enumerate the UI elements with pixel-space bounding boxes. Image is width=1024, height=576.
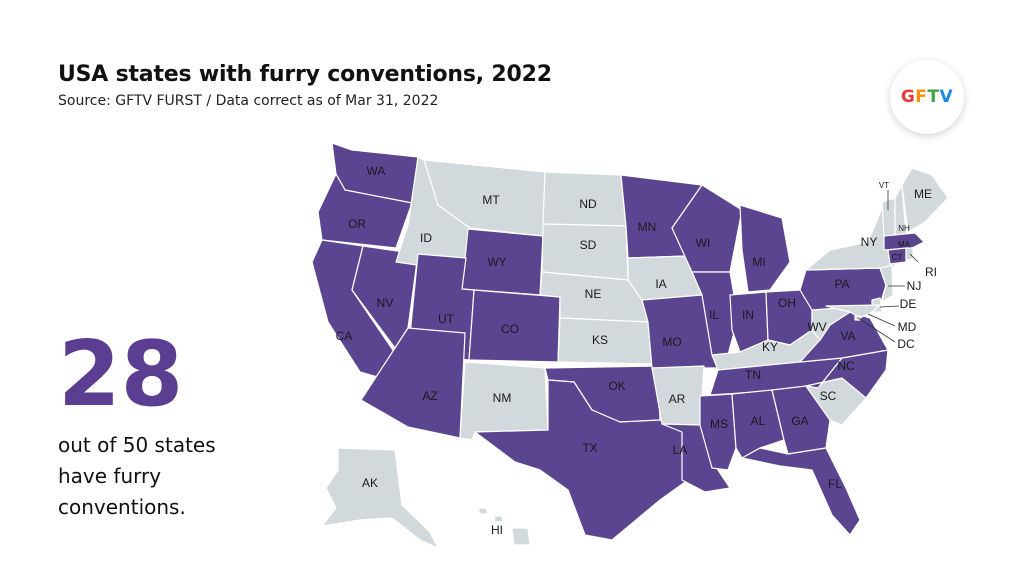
state-label-ut: UT [438,312,455,326]
state-label-nj: NJ [907,279,922,293]
state-label-az: AZ [422,389,437,403]
state-label-oh: OH [778,296,796,310]
label-leader-line [909,253,919,263]
state-fl [741,447,861,536]
state-label-ms: MS [710,417,728,431]
stat-caption-line-1: out of 50 states [58,433,216,457]
state-label-ia: IA [655,277,666,291]
state-label-ri: RI [925,265,937,279]
state-label-tn: TN [745,368,761,382]
state-label-ak: AK [362,476,378,490]
state-label-wy: WY [487,255,506,269]
state-label-ny: NY [861,235,878,249]
state-label-mi: MI [752,255,765,269]
state-label-wa: WA [367,164,386,178]
state-label-wi: WI [696,236,711,250]
state-ct [887,247,907,265]
state-label-or: OR [348,217,366,231]
chart-subtitle: Source: GFTV FURST / Data correct as of … [58,93,439,109]
state-label-me: ME [914,187,932,201]
stat-number: 28 [58,322,184,427]
state-label-id: ID [420,231,432,245]
state-label-ne: NE [585,287,602,301]
stat-caption: out of 50 states have furry conventions. [58,430,278,523]
state-label-sc: SC [820,389,837,403]
state-or [317,173,413,249]
state-label-co: CO [501,322,519,336]
state-label-al: AL [751,414,766,428]
logo-letter-v: V [939,87,954,107]
state-hi [477,507,531,546]
state-label-ct: CT [892,253,903,262]
state-label-mo: MO [662,335,681,349]
state-label-ga: GA [791,414,808,428]
label-leader-line [879,305,900,308]
state-label-nh: NH [898,224,910,233]
state-label-md: MD [898,320,917,334]
state-label-vt: VT [879,181,889,190]
logo-letter-t: T [927,87,940,107]
state-label-nv: NV [377,296,394,310]
state-tx [474,379,696,541]
state-ri [905,247,914,261]
state-mi [739,204,791,293]
state-label-in: IN [742,308,754,322]
state-az [360,327,466,439]
state-label-wv: WV [807,320,826,334]
state-label-nd: ND [579,197,597,211]
state-vt [881,197,896,237]
logo-letter-g: G [900,87,916,107]
state-label-il: IL [709,308,719,322]
state-label-nm: NM [493,391,512,405]
state-label-sd: SD [580,238,597,252]
state-label-ks: KS [592,333,608,347]
state-label-ar: AR [669,392,686,406]
state-label-pa: PA [834,277,849,291]
gftv-logo: G F T V [890,60,964,134]
logo-letter-f: F [915,87,928,107]
state-md [825,304,881,319]
state-label-ok: OK [608,379,625,393]
state-label-va: VA [840,329,855,343]
state-me [901,167,949,233]
chart-title: USA states with furry conventions, 2022 [58,62,552,87]
state-ak [321,447,439,549]
state-label-tx: TX [582,441,597,455]
state-label-ky: KY [762,340,778,354]
stat-caption-line-2: have furry [58,464,162,488]
state-label-nc: NC [837,359,855,373]
state-ma [883,232,925,251]
stat-caption-line-3: conventions. [58,495,186,519]
state-label-ma: MA [898,240,911,249]
state-label-mt: MT [482,193,500,207]
state-wi [671,184,743,273]
state-label-hi: HI [491,523,503,537]
state-label-ca: CA [336,329,353,343]
state-label-de: DE [900,297,917,311]
state-label-fl: FL [828,477,842,491]
state-label-la: LA [673,443,688,457]
label-leader-line [857,317,896,343]
label-leader-line [867,313,896,327]
state-label-mn: MN [638,220,657,234]
state-sd [541,223,629,281]
state-label-dc: DC [897,337,915,351]
state-dc [854,315,861,321]
state-nj [879,264,894,303]
